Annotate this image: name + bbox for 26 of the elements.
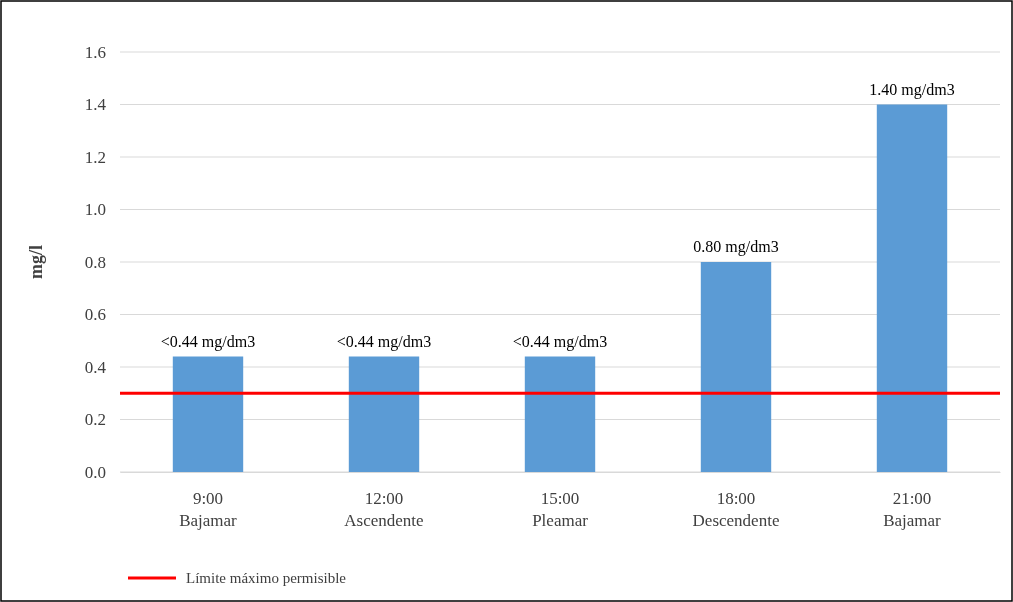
y-axis-title: mg/l (26, 245, 46, 279)
bar (876, 104, 948, 472)
data-label: 1.40 mg/dm3 (869, 80, 955, 99)
y-tick-label: 1.2 (84, 147, 106, 167)
x-tick-label: 21:00 Bajamar (883, 489, 942, 530)
y-tick-label: 0.8 (84, 252, 106, 272)
data-label: 0.80 mg/dm3 (693, 238, 779, 256)
x-tick-label: 9:00 Bajamar (179, 489, 238, 530)
y-tick-label: 1.6 (84, 42, 106, 62)
x-tick-label: 18:00 Descendente (692, 489, 780, 530)
x-tick-label: 15:00 Pleamar (532, 489, 589, 530)
y-tick-label: 1.0 (84, 200, 106, 220)
x-tick-label: 12:00 Ascendente (344, 489, 424, 530)
y-tick-label: 1.4 (84, 95, 107, 115)
bar (700, 262, 772, 472)
bar (348, 356, 420, 472)
bar (172, 356, 244, 472)
data-label: <0.44 mg/dm3 (336, 332, 432, 351)
y-tick-label: 0.2 (84, 410, 106, 430)
data-label: <0.44 mg/dm3 (512, 332, 608, 351)
bar (524, 356, 596, 472)
y-tick-label: 0.4 (84, 357, 107, 377)
y-tick-label: 0.6 (84, 305, 106, 325)
data-label: <0.44 mg/dm3 (160, 332, 256, 351)
y-tick-label: 0.0 (84, 462, 106, 482)
legend-label: Límite máximo permisible (186, 570, 347, 587)
